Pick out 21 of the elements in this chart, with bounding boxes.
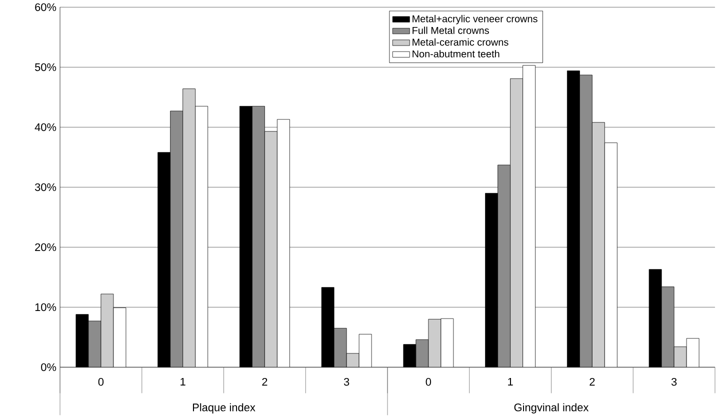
- x-tick-label: 1: [508, 378, 513, 386]
- y-tick-label: 10%: [35, 303, 56, 312]
- x-tick-label: 3: [344, 378, 350, 386]
- legend-label: Full Metal crowns: [412, 26, 489, 34]
- y-tick-label: 50%: [34, 63, 56, 72]
- x-tick-label: 2: [590, 378, 595, 386]
- y-tick-label: 60%: [35, 3, 56, 12]
- legend-label: Metal+acrylic veneer crowns: [412, 15, 538, 24]
- x-tick-label: 1: [180, 378, 186, 386]
- x-tick-label: 2: [262, 378, 268, 386]
- x-tick-label: 0: [426, 378, 432, 386]
- y-tick-label: 30%: [34, 183, 56, 192]
- x-tick-label: 3: [671, 378, 677, 386]
- y-tick-label: 20%: [35, 243, 56, 252]
- text: Gingvinal index: [514, 403, 589, 414]
- x-tick-label: 0: [98, 378, 104, 386]
- legend-label: Metal-ceramic crowns: [412, 38, 508, 46]
- text: Plaque index: [192, 403, 256, 414]
- y-tick-label: 0%: [41, 363, 56, 372]
- y-tick-label: 40%: [34, 123, 56, 132]
- legend-label: Non-abutment teeth: [412, 50, 500, 58]
